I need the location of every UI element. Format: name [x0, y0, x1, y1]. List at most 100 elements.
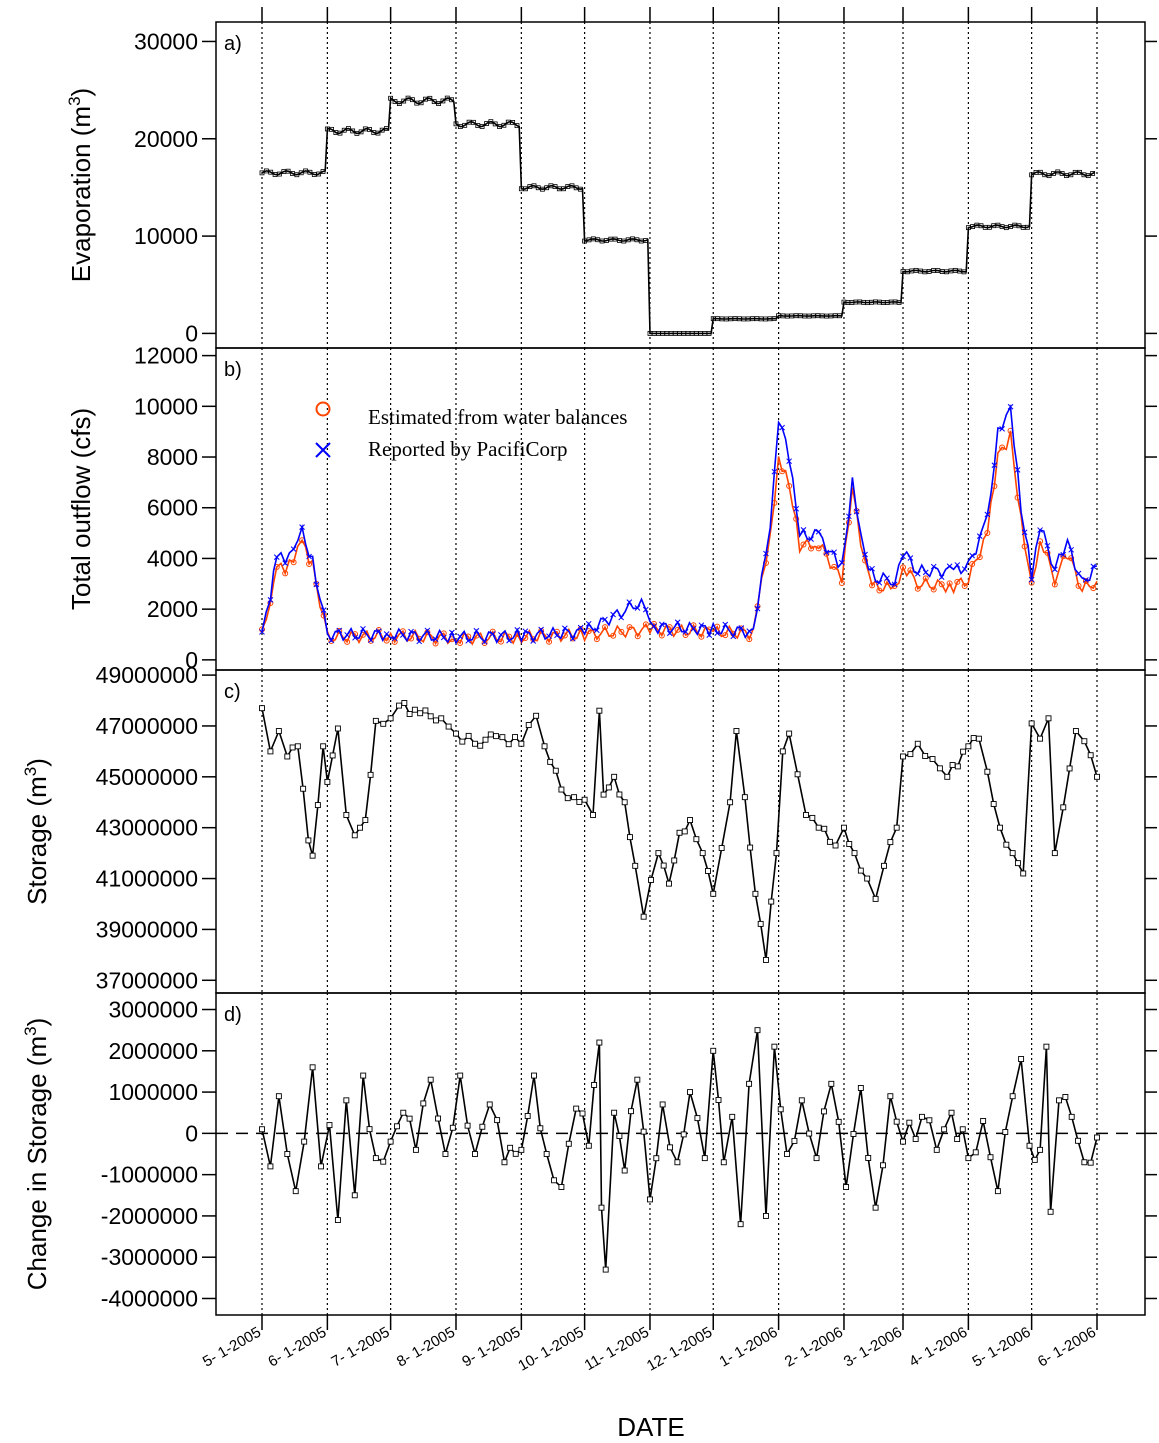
x-tick-label: 6- 1-2006	[1035, 1324, 1099, 1371]
storage-change-point	[421, 1101, 426, 1106]
storage-change-point	[394, 1124, 399, 1129]
storage-point	[466, 733, 471, 738]
storage-change-point	[721, 1160, 726, 1165]
y-tick-label: -4000000	[101, 1285, 198, 1311]
storage-point	[915, 741, 920, 746]
storage-change-point	[695, 1116, 700, 1121]
storage-change-point	[949, 1110, 954, 1115]
x-tick-label: 3- 1-2006	[841, 1324, 905, 1371]
x-tick-label: 12- 1-2005	[644, 1324, 715, 1375]
storage-point	[1010, 851, 1015, 856]
storage-point	[310, 853, 315, 858]
storage-change-point	[544, 1152, 549, 1157]
storage-change-point	[559, 1185, 564, 1190]
storage-point	[865, 876, 870, 881]
y-axis-title: Total outflow (cfs)	[66, 408, 96, 610]
y-tick-label: 30000	[134, 28, 198, 54]
storage-point	[810, 815, 815, 820]
y-axis-title: Evaporation (m3)	[65, 88, 96, 282]
storage-change-point	[880, 1163, 885, 1168]
storage-change-point	[858, 1085, 863, 1090]
storage-change-point	[792, 1138, 797, 1143]
storage-change-point	[612, 1110, 617, 1115]
x-tick-label: 5- 1-2006	[970, 1324, 1034, 1371]
storage-point	[577, 799, 582, 804]
storage-point	[483, 737, 488, 742]
storage-change-point	[772, 1044, 777, 1049]
storage-point	[513, 735, 518, 740]
storage-change-point	[807, 1131, 812, 1136]
storage-change-point	[716, 1097, 721, 1102]
storage-change-point	[465, 1123, 470, 1128]
storage-change-point	[799, 1098, 804, 1103]
storage-point	[335, 726, 340, 731]
reported-outflow-point	[458, 634, 463, 639]
storage-change-point	[1076, 1138, 1081, 1143]
storage-change-point	[525, 1113, 530, 1118]
storage-point	[368, 772, 373, 777]
estimated-outflow-line	[262, 431, 1097, 644]
storage-change-point	[285, 1152, 290, 1157]
storage-change-point	[532, 1073, 537, 1078]
storage-change-point	[844, 1185, 849, 1190]
storage-point	[306, 838, 311, 843]
storage-point	[285, 754, 290, 759]
storage-change-point	[988, 1155, 993, 1160]
storage-change-point	[538, 1126, 543, 1131]
storage-change-point	[821, 1109, 826, 1114]
storage-change-point	[913, 1136, 918, 1141]
storage-point	[923, 753, 928, 758]
storage-point	[950, 763, 955, 768]
storage-change-point	[293, 1189, 298, 1194]
y-axis-title: Storage (m3)	[21, 758, 52, 905]
storage-change-point	[552, 1178, 557, 1183]
y-tick-label: 10000	[134, 223, 198, 249]
storage-change-point	[574, 1106, 579, 1111]
panel-tag: a)	[224, 33, 242, 55]
x-tick-label: 10- 1-2005	[515, 1324, 586, 1375]
storage-point	[847, 842, 852, 847]
storage-change-point	[361, 1073, 366, 1078]
storage-point	[268, 749, 273, 754]
storage-change-point	[814, 1156, 819, 1161]
storage-change-point	[1069, 1114, 1074, 1119]
storage-change-point	[1044, 1044, 1049, 1049]
storage-point	[1088, 753, 1093, 758]
y-tick-label: 1000000	[108, 1079, 198, 1105]
storage-change-point	[487, 1102, 492, 1107]
storage-change-point	[450, 1125, 455, 1130]
storage-change-point	[367, 1127, 372, 1132]
storage-point	[841, 825, 846, 830]
storage-change-point	[960, 1127, 965, 1132]
panel-tag: c)	[224, 681, 241, 703]
storage-change-point	[1063, 1094, 1068, 1099]
y-tick-label: -1000000	[101, 1162, 198, 1188]
x-tick-label: 1- 1-2006	[716, 1324, 780, 1371]
storage-point	[526, 723, 531, 728]
storage-point	[901, 754, 906, 759]
storage-change-point	[919, 1114, 924, 1119]
storage-change-point	[711, 1048, 716, 1053]
storage-change-point	[901, 1139, 906, 1144]
storage-change-point	[907, 1120, 912, 1125]
storage-point	[1015, 861, 1020, 866]
storage-change-point	[1048, 1209, 1053, 1214]
storage-point	[433, 718, 438, 723]
storage-point	[428, 714, 433, 719]
storage-point	[597, 708, 602, 713]
storage-point	[412, 707, 417, 712]
storage-change-point	[635, 1077, 640, 1082]
x-tick-label: 5- 1-2005	[200, 1324, 264, 1371]
storage-point	[1052, 851, 1057, 856]
storage-change-point	[1032, 1157, 1037, 1162]
storage-change-point	[873, 1205, 878, 1210]
storage-change-point	[335, 1218, 340, 1223]
storage-change-point	[428, 1077, 433, 1082]
storage-point	[937, 766, 942, 771]
storage-point	[352, 833, 357, 838]
storage-point	[728, 800, 733, 805]
storage-change-point	[660, 1102, 665, 1107]
storage-point	[1046, 716, 1051, 721]
storage-change-point	[327, 1123, 332, 1128]
reported-outflow-point	[947, 564, 952, 569]
